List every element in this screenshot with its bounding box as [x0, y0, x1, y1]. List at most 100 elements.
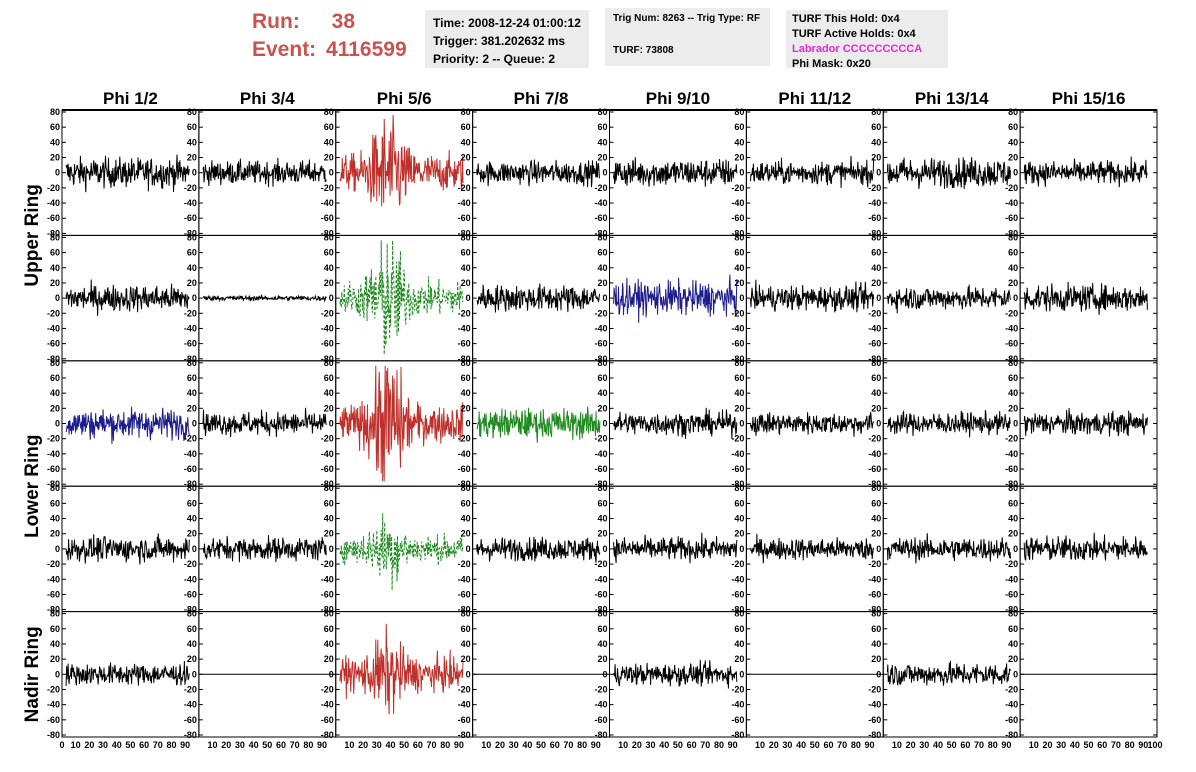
- y-tick-label: 60: [324, 624, 334, 634]
- y-tick-label: 40: [597, 639, 607, 649]
- y-tick-label: 80: [1008, 232, 1018, 242]
- y-tick-label: -60: [1005, 339, 1018, 349]
- run-label: Run:: [252, 10, 300, 33]
- y-tick-label: 0: [55, 544, 60, 554]
- waveform-trace: [476, 536, 601, 563]
- y-tick-label: -80: [458, 730, 471, 740]
- x-tick-label: 50: [1084, 740, 1094, 750]
- waveform-panel: 80 60 40 20 0 -20 -40 -60 -80: [731, 358, 884, 489]
- waveform-trace: [65, 533, 190, 565]
- y-tick-label: 40: [1008, 514, 1018, 524]
- y-tick-label: -80: [321, 354, 334, 364]
- y-tick-label: -40: [321, 574, 334, 584]
- y-tick-label: 20: [1008, 403, 1018, 413]
- y-tick-label: 40: [871, 388, 881, 398]
- y-tick-label: 20: [1008, 278, 1018, 288]
- y-tick-label: 20: [461, 153, 471, 163]
- waveform-trace: [613, 274, 738, 323]
- y-tick-label: -60: [594, 213, 607, 223]
- y-tick-label: 80: [597, 107, 607, 117]
- y-tick-label: 80: [187, 232, 197, 242]
- y-tick-label: 40: [324, 388, 334, 398]
- waveform-panel: 80 60 40 20 0 -20 -40 -60 -80: [458, 232, 610, 364]
- y-tick-label: -80: [458, 605, 471, 615]
- waveform-panel: 80 60 40 20 0 -20 -40 -60 -80: [458, 483, 610, 615]
- x-tick-label: 90: [728, 740, 738, 750]
- x-tick-label: 10: [892, 740, 902, 750]
- y-tick-label: -40: [47, 449, 60, 459]
- y-tick-label: 60: [324, 122, 334, 132]
- y-tick-label: -40: [1005, 700, 1018, 710]
- y-tick-label: 60: [461, 373, 471, 383]
- y-tick-label: 0: [466, 293, 471, 303]
- y-tick-label: 20: [597, 403, 607, 413]
- y-tick-label: 40: [50, 388, 60, 398]
- y-tick-label: -60: [731, 589, 744, 599]
- y-tick-label: -80: [47, 605, 60, 615]
- y-tick-label: 40: [871, 137, 881, 147]
- y-tick-label: 40: [461, 263, 471, 273]
- y-tick-label: -80: [184, 605, 197, 615]
- x-tick-label: 90: [865, 740, 875, 750]
- y-tick-label: 60: [187, 624, 197, 634]
- y-tick-label: -60: [184, 213, 197, 223]
- y-tick-label: 60: [1008, 248, 1018, 258]
- y-tick-label: 20: [734, 278, 744, 288]
- y-tick-label: 80: [324, 232, 334, 242]
- y-tick-label: -60: [458, 213, 471, 223]
- y-tick-label: -80: [1005, 479, 1018, 489]
- y-tick-label: -20: [868, 559, 881, 569]
- y-tick-label: 0: [876, 168, 881, 178]
- y-tick-label: 20: [50, 654, 60, 664]
- y-tick-label: 40: [187, 514, 197, 524]
- waveform-panel: 80 60 40 20 0 -20 -40 -60 -80: [47, 609, 200, 740]
- y-tick-label: -80: [184, 354, 197, 364]
- y-tick-label: 60: [187, 248, 197, 258]
- x-tick-label: 60: [687, 740, 697, 750]
- waveform-panel: 80 60 40 20 0 -20 -40 -60 -80: [731, 232, 884, 364]
- y-tick-label: -20: [731, 559, 744, 569]
- y-tick-label: 0: [1013, 168, 1018, 178]
- x-tick-label: 90: [454, 740, 464, 750]
- y-tick-label: -40: [868, 198, 881, 208]
- y-tick-label: -40: [1005, 323, 1018, 333]
- y-tick-label: -60: [458, 715, 471, 725]
- waveform-trace: [339, 513, 464, 591]
- x-tick-label: 30: [919, 740, 929, 750]
- waveform-panel: 80 60 40 20 0 -20 -40 -60 -80: [458, 358, 610, 489]
- y-tick-label: 0: [192, 544, 197, 554]
- y-tick-label: 20: [461, 654, 471, 664]
- y-tick-label: 60: [1008, 498, 1018, 508]
- y-tick-label: -20: [47, 183, 60, 193]
- y-tick-label: 0: [739, 168, 744, 178]
- y-tick-label: -80: [458, 228, 471, 238]
- y-tick-label: 0: [466, 669, 471, 679]
- waveform-trace: [887, 409, 1011, 438]
- y-tick-label: 60: [871, 624, 881, 634]
- x-tick-label: 90: [317, 740, 327, 750]
- y-tick-label: -80: [731, 605, 744, 615]
- y-tick-label: -60: [47, 589, 60, 599]
- x-tick-label: 20: [84, 740, 94, 750]
- y-tick-label: -80: [594, 228, 607, 238]
- waveform-panel: 80 60 40 20 0 -20 -40 -60 -80: [47, 107, 200, 238]
- y-tick-label: 40: [50, 514, 60, 524]
- column-header: Phi 11/12: [778, 89, 851, 108]
- waveform-trace: [339, 623, 464, 715]
- y-tick-label: 40: [187, 639, 197, 649]
- y-tick-label: 20: [1008, 153, 1018, 163]
- y-tick-label: 0: [876, 544, 881, 554]
- waveform-panel: 80 60 40 20 0 -20 -40 -60 -80: [594, 232, 747, 364]
- y-tick-label: -40: [1005, 574, 1018, 584]
- x-tick-label: 70: [153, 740, 163, 750]
- waveform-trace: [476, 283, 601, 313]
- y-tick-label: 0: [876, 293, 881, 303]
- x-tick-label: 50: [673, 740, 683, 750]
- y-tick-label: -20: [594, 308, 607, 318]
- y-tick-label: -40: [184, 323, 197, 333]
- y-tick-label: -40: [321, 449, 334, 459]
- y-tick-label: -40: [47, 323, 60, 333]
- waveform-panel: 80 60 40 20 0 -20 -40 -60 -80: [594, 107, 747, 238]
- waveform-trace: [613, 157, 738, 187]
